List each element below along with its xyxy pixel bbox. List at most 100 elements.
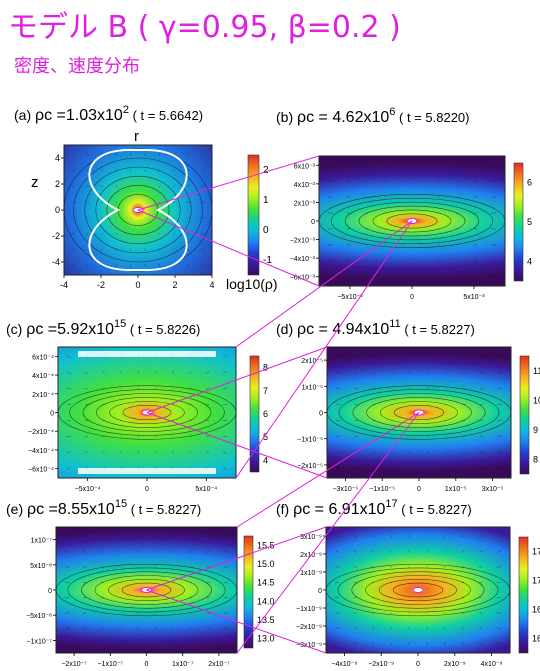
x-tick-label: 0	[145, 661, 149, 668]
colorbar-tick-label: 17.5	[532, 547, 540, 557]
colorbar-tick-label: 11	[533, 366, 540, 376]
contour-line	[73, 157, 203, 263]
y-tick-label: 0	[311, 219, 315, 226]
y-tick-label: −1x10⁻⁷	[27, 638, 53, 645]
colorbar-tick-label: 1	[263, 195, 269, 206]
x-tick-label: 2x10⁻⁹	[444, 661, 466, 668]
y-tick-label: −4x10⁻⁴	[28, 448, 54, 455]
colorbar-label: log10(ρ)	[226, 276, 278, 292]
colorbar-tick-label: -1	[263, 255, 272, 266]
colorbar-tick-label: 6	[527, 178, 532, 188]
y-tick-label: −5x10⁻⁸	[26, 613, 52, 620]
chart-panel-d: (d) ρc = 4.94x1011 ( t = 5.8227) −3x10⁻⁵ −…	[276, 318, 540, 493]
contour-line	[108, 578, 185, 602]
colorbar-tick-label: 16.0	[532, 634, 540, 644]
zoom-line	[146, 412, 328, 479]
noise-band	[78, 468, 216, 474]
x-tick-label: 0	[410, 294, 414, 301]
colorbar-tick-label: 15.5	[257, 540, 275, 550]
contour-line	[338, 389, 500, 436]
x-tick-label: −5x10⁻³	[337, 294, 363, 301]
y-tick-label: −2x10⁻³	[290, 238, 316, 245]
x-tick-label: 2	[172, 280, 177, 290]
contour-line	[67, 567, 226, 613]
velocity-field	[328, 163, 496, 279]
contour-line	[366, 397, 472, 428]
y-tick-label: -2	[52, 231, 60, 241]
zoom-line	[236, 412, 420, 528]
x-axis-label: r	[134, 128, 139, 145]
panel-label: (c) ρc =5.92x1015 ( t = 5.8226)	[6, 318, 200, 338]
contour-line	[330, 197, 494, 245]
y-tick-label: 1x10⁻⁵	[301, 384, 323, 391]
y-tick-label: −1x10⁻⁵	[297, 437, 323, 444]
x-tick-label: 4x10⁻⁹	[481, 661, 503, 668]
x-tick-label: 0	[135, 280, 140, 290]
contour-line	[386, 213, 438, 229]
contour-line	[95, 175, 181, 245]
chart-panel-e: (e) ρc =8.55x1015 ( t = 5.8227) −2x10⁻⁷ −1…	[6, 498, 275, 668]
y-tick-label: 0	[50, 411, 54, 418]
page-title: モデル B ( γ=0.95, β=0.2 )	[8, 10, 401, 45]
contour-line	[121, 582, 172, 598]
x-tick-label: 0	[145, 486, 149, 493]
y-tick-label: 1x10⁻⁹	[300, 570, 322, 577]
page-subtitle: 密度、速度分布	[14, 56, 140, 77]
contour-line	[372, 209, 452, 233]
contour-line	[380, 401, 458, 424]
panel-label: (e) ρc =8.55x1015 ( t = 5.8227)	[6, 498, 201, 518]
contour-line	[337, 567, 499, 613]
x-tick-label: −4x10⁻⁹	[331, 661, 357, 668]
contour-line	[393, 404, 445, 421]
x-tick-label: 4	[209, 280, 214, 290]
colorbar	[247, 154, 260, 276]
velocity-field	[64, 534, 229, 646]
x-tick-label: −1x10⁻⁷	[98, 661, 124, 668]
zoom-line	[235, 220, 413, 348]
contour-line	[95, 397, 199, 428]
chart-panel-c: (c) ρc =5.92x1015 ( t = 5.8226) −5x10⁻⁴ 0 5…	[6, 318, 268, 493]
y-tick-label: 2x10⁻⁴	[32, 392, 54, 399]
y-tick-label: 6x10⁻³	[294, 163, 316, 170]
colorbar-tick-label: 13.5	[257, 615, 275, 625]
y-tick-label: 2x10⁻³	[294, 200, 316, 207]
y-tick-label: 0	[319, 411, 323, 418]
contour-line	[84, 166, 192, 254]
y-tick-label: -4	[52, 257, 60, 267]
contour-line	[106, 185, 170, 236]
y-tick-label: 0	[318, 588, 322, 595]
colorbar-tick-label: 16.5	[532, 605, 540, 615]
y-tick-label: 6x10⁻⁴	[32, 354, 54, 361]
colorbar-tick-label: 4	[263, 455, 268, 465]
x-tick-label: 1x10⁻⁵	[445, 486, 467, 493]
colorbar-tick-label: 7	[263, 386, 268, 396]
colorbar-tick-label: 14.0	[257, 596, 275, 606]
y-tick-label: 5x10⁻⁸	[30, 563, 52, 570]
contour-line	[351, 571, 485, 609]
boundary-curve	[88, 149, 188, 271]
y-tick-label: 4x10⁻³	[294, 182, 316, 189]
colorbar-tick-label: 14.5	[257, 578, 275, 588]
panel-label: (a) ρc =1.03x102 ( t = 5.6642)	[14, 104, 203, 124]
x-tick-label: −5x10⁻⁴	[75, 486, 101, 493]
contour-line	[82, 393, 212, 432]
colorbar-tick-label: 5	[527, 217, 532, 227]
contour-line	[352, 393, 486, 432]
velocity-field	[335, 534, 501, 646]
y-tick-label: −2x10⁻⁵	[297, 463, 323, 470]
y-tick-label: −6x10⁻³	[290, 275, 316, 282]
zoom-line	[146, 589, 327, 654]
y-tick-label: 0	[55, 205, 60, 215]
y-tick-label: 3x10⁻⁹	[300, 534, 322, 541]
zoom-line	[236, 412, 420, 654]
colorbar-tick-label: 8	[533, 454, 538, 464]
x-tick-label: 3x10⁻⁵	[482, 486, 504, 493]
x-tick-label: 0	[417, 486, 421, 493]
contour-line	[109, 401, 185, 424]
x-tick-label: -4	[60, 280, 68, 290]
colorbar-tick-label: 15.0	[257, 559, 275, 569]
y-tick-label: −6x10⁻⁴	[28, 467, 54, 474]
colorbar-tick-label: 6	[263, 409, 268, 419]
y-tick-label: −1x10⁻⁹	[296, 606, 322, 613]
